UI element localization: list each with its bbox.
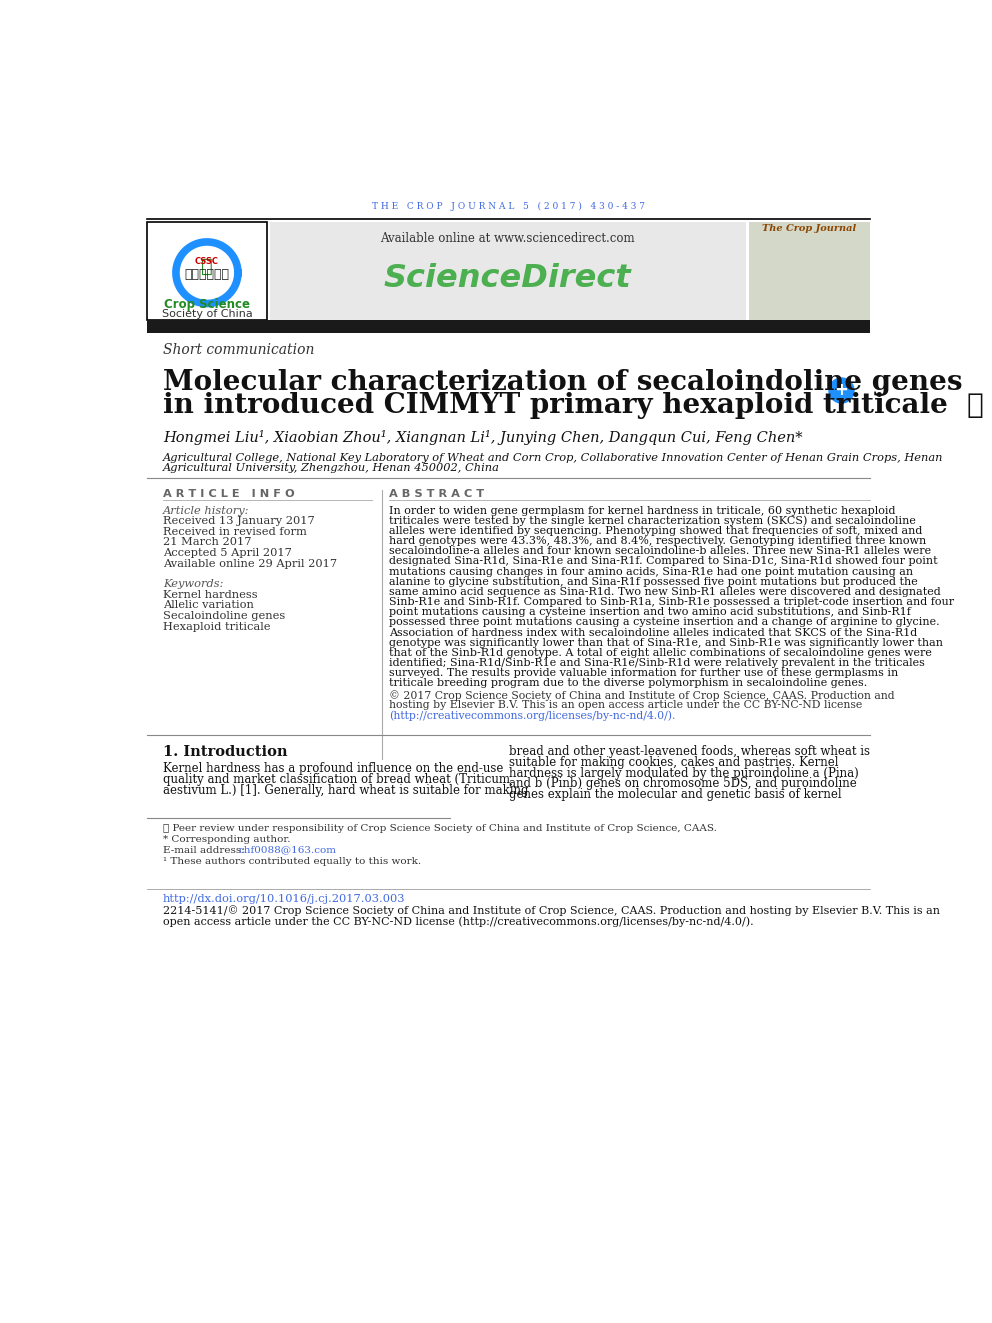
Text: mutations causing changes in four amino acids, Sina-R1e had one point mutation c: mutations causing changes in four amino …: [389, 566, 914, 577]
Text: triticales were tested by the single kernel characterization system (SKCS) and s: triticales were tested by the single ker…: [389, 516, 916, 527]
Text: quality and market classification of bread wheat (Triticum: quality and market classification of bre…: [163, 773, 510, 786]
Text: CSSC: CSSC: [194, 257, 219, 266]
Text: http://dx.doi.org/10.1016/j.cj.2017.03.003: http://dx.doi.org/10.1016/j.cj.2017.03.0…: [163, 894, 406, 905]
Text: Accepted 5 April 2017: Accepted 5 April 2017: [163, 548, 292, 558]
Text: (http://creativecommons.org/licenses/by-nc-nd/4.0/).: (http://creativecommons.org/licenses/by-…: [389, 710, 676, 721]
Text: Allelic variation: Allelic variation: [163, 601, 254, 610]
Text: Short communication: Short communication: [163, 343, 314, 357]
Bar: [147, 320, 870, 333]
Text: A B S T R A C T: A B S T R A C T: [389, 488, 484, 499]
Text: chf0088@163.com: chf0088@163.com: [239, 845, 336, 855]
Text: © 2017 Crop Science Society of China and Institute of Crop Science, CAAS. Produc: © 2017 Crop Science Society of China and…: [389, 691, 895, 701]
Text: 2214-5141/© 2017 Crop Science Society of China and Institute of Crop Science, CA: 2214-5141/© 2017 Crop Science Society of…: [163, 906, 939, 917]
Text: suitable for making cookies, cakes and pastries. Kernel: suitable for making cookies, cakes and p…: [509, 755, 838, 769]
Text: 中国作物学会: 中国作物学会: [185, 267, 229, 280]
Text: Available online 29 April 2017: Available online 29 April 2017: [163, 558, 337, 569]
Bar: [270, 222, 746, 320]
Text: alanine to glycine substitution, and Sina-R1f possessed five point mutations but: alanine to glycine substitution, and Sin…: [389, 577, 918, 587]
Text: designated Sina-R1d, Sina-R1e and Sina-R1f. Compared to Sina-D1c, Sina-R1d showe: designated Sina-R1d, Sina-R1e and Sina-R…: [389, 557, 937, 566]
Text: bread and other yeast-leavened foods, whereas soft wheat is: bread and other yeast-leavened foods, wh…: [509, 745, 870, 758]
Text: hard genotypes were 43.3%, 48.3%, and 8.4%, respectively. Genotyping identified : hard genotypes were 43.3%, 48.3%, and 8.…: [389, 536, 927, 546]
Text: and b (Pinb) genes on chromosome 5DS, and puroindoline: and b (Pinb) genes on chromosome 5DS, an…: [509, 778, 857, 791]
Text: 21 March 2017: 21 March 2017: [163, 537, 251, 548]
Text: ¹ These authors contributed equally to this work.: ¹ These authors contributed equally to t…: [163, 856, 421, 865]
Text: ★ Peer review under responsibility of Crop Science Society of China and Institut: ★ Peer review under responsibility of Cr…: [163, 824, 716, 833]
Text: Received in revised form: Received in revised form: [163, 527, 307, 537]
Bar: [749, 222, 870, 320]
Text: * Corresponding author.: * Corresponding author.: [163, 835, 291, 844]
Text: Hongmei Liu¹, Xiaobian Zhou¹, Xiangnan Li¹, Junying Chen, Dangqun Cui, Feng Chen: Hongmei Liu¹, Xiaobian Zhou¹, Xiangnan L…: [163, 430, 803, 445]
Text: ScienceDirect: ScienceDirect: [384, 262, 632, 294]
Text: Article history:: Article history:: [163, 505, 249, 516]
Text: Society of China: Society of China: [162, 310, 252, 319]
Text: Secaloindoline genes: Secaloindoline genes: [163, 611, 285, 620]
Text: Hexaploid triticale: Hexaploid triticale: [163, 622, 270, 632]
Text: Crop Science: Crop Science: [164, 298, 250, 311]
Text: triticale breeding program due to the diverse polymorphism in secaloindoline gen: triticale breeding program due to the di…: [389, 679, 867, 688]
Text: Kernel hardness has a profound influence on the end-use: Kernel hardness has a profound influence…: [163, 762, 503, 775]
Text: point mutations causing a cysteine insertion and two amino acid substitutions, a: point mutations causing a cysteine inser…: [389, 607, 911, 618]
Text: Kernel hardness: Kernel hardness: [163, 590, 257, 599]
Text: E-mail address:: E-mail address:: [163, 845, 248, 855]
Text: T H E   C R O P   J O U R N A L   5   ( 2 0 1 7 )   4 3 0 - 4 3 7: T H E C R O P J O U R N A L 5 ( 2 0 1 7 …: [372, 202, 645, 212]
Text: secaloindoline-a alleles and four known secaloindoline-b alleles. Three new Sina: secaloindoline-a alleles and four known …: [389, 546, 931, 556]
Text: alleles were identified by sequencing. Phenotyping showed that frequencies of so: alleles were identified by sequencing. P…: [389, 527, 923, 536]
Text: Association of hardness index with secaloindoline alleles indicated that SKCS of: Association of hardness index with secal…: [389, 627, 918, 638]
Text: 🌿: 🌿: [201, 257, 213, 277]
Text: hardness is largely modulated by the puroindoline a (Pina): hardness is largely modulated by the pur…: [509, 767, 859, 779]
Text: identified; Sina-R1d/Sinb-R1e and Sina-R1e/Sinb-R1d were relatively prevalent in: identified; Sina-R1d/Sinb-R1e and Sina-R…: [389, 658, 925, 668]
Text: same amino acid sequence as Sina-R1d. Two new Sinb-R1 alleles were discovered an: same amino acid sequence as Sina-R1d. Tw…: [389, 587, 940, 597]
Text: In order to widen gene germplasm for kernel hardness in triticale, 60 synthetic : In order to widen gene germplasm for ker…: [389, 505, 896, 516]
Text: aestivum L.) [1]. Generally, hard wheat is suitable for making: aestivum L.) [1]. Generally, hard wheat …: [163, 783, 529, 796]
Text: open access article under the CC BY-NC-ND license (http://creativecommons.org/li: open access article under the CC BY-NC-N…: [163, 917, 753, 927]
Text: genotype was significantly lower than that of Sina-R1e, and Sinb-R1e was signifi: genotype was significantly lower than th…: [389, 638, 943, 648]
Text: Available online at www.sciencedirect.com: Available online at www.sciencedirect.co…: [380, 232, 635, 245]
Text: Received 13 January 2017: Received 13 January 2017: [163, 516, 314, 527]
Text: +: +: [834, 381, 848, 398]
Text: possessed three point mutations causing a cysteine insertion and a change of arg: possessed three point mutations causing …: [389, 618, 939, 627]
Text: Agricultural College, National Key Laboratory of Wheat and Corn Crop, Collaborat: Agricultural College, National Key Labor…: [163, 452, 943, 463]
Text: genes explain the molecular and genetic basis of kernel: genes explain the molecular and genetic …: [509, 789, 842, 802]
Text: hosting by Elsevier B.V. This is an open access article under the CC BY-NC-ND li: hosting by Elsevier B.V. This is an open…: [389, 700, 862, 710]
Text: A R T I C L E   I N F O: A R T I C L E I N F O: [163, 488, 295, 499]
Text: in introduced CIMMYT primary hexaploid triticale  ★: in introduced CIMMYT primary hexaploid t…: [163, 392, 983, 418]
Text: Keywords:: Keywords:: [163, 578, 223, 589]
Text: that of the Sinb-R1d genotype. A total of eight allelic combinations of secaloin: that of the Sinb-R1d genotype. A total o…: [389, 648, 931, 658]
Bar: [147, 222, 268, 320]
Text: surveyed. The results provide valuable information for further use of these germ: surveyed. The results provide valuable i…: [389, 668, 899, 679]
Text: Sinb-R1e and Sinb-R1f. Compared to Sinb-R1a, Sinb-R1e possessed a triplet-code i: Sinb-R1e and Sinb-R1f. Compared to Sinb-…: [389, 597, 954, 607]
Text: Agricultural University, Zhengzhou, Henan 450002, China: Agricultural University, Zhengzhou, Hena…: [163, 463, 500, 472]
Text: 1. Introduction: 1. Introduction: [163, 745, 288, 758]
Text: The Crop Journal: The Crop Journal: [762, 224, 856, 233]
Text: Molecular characterization of secaloindoline genes: Molecular characterization of secaloindo…: [163, 369, 962, 396]
